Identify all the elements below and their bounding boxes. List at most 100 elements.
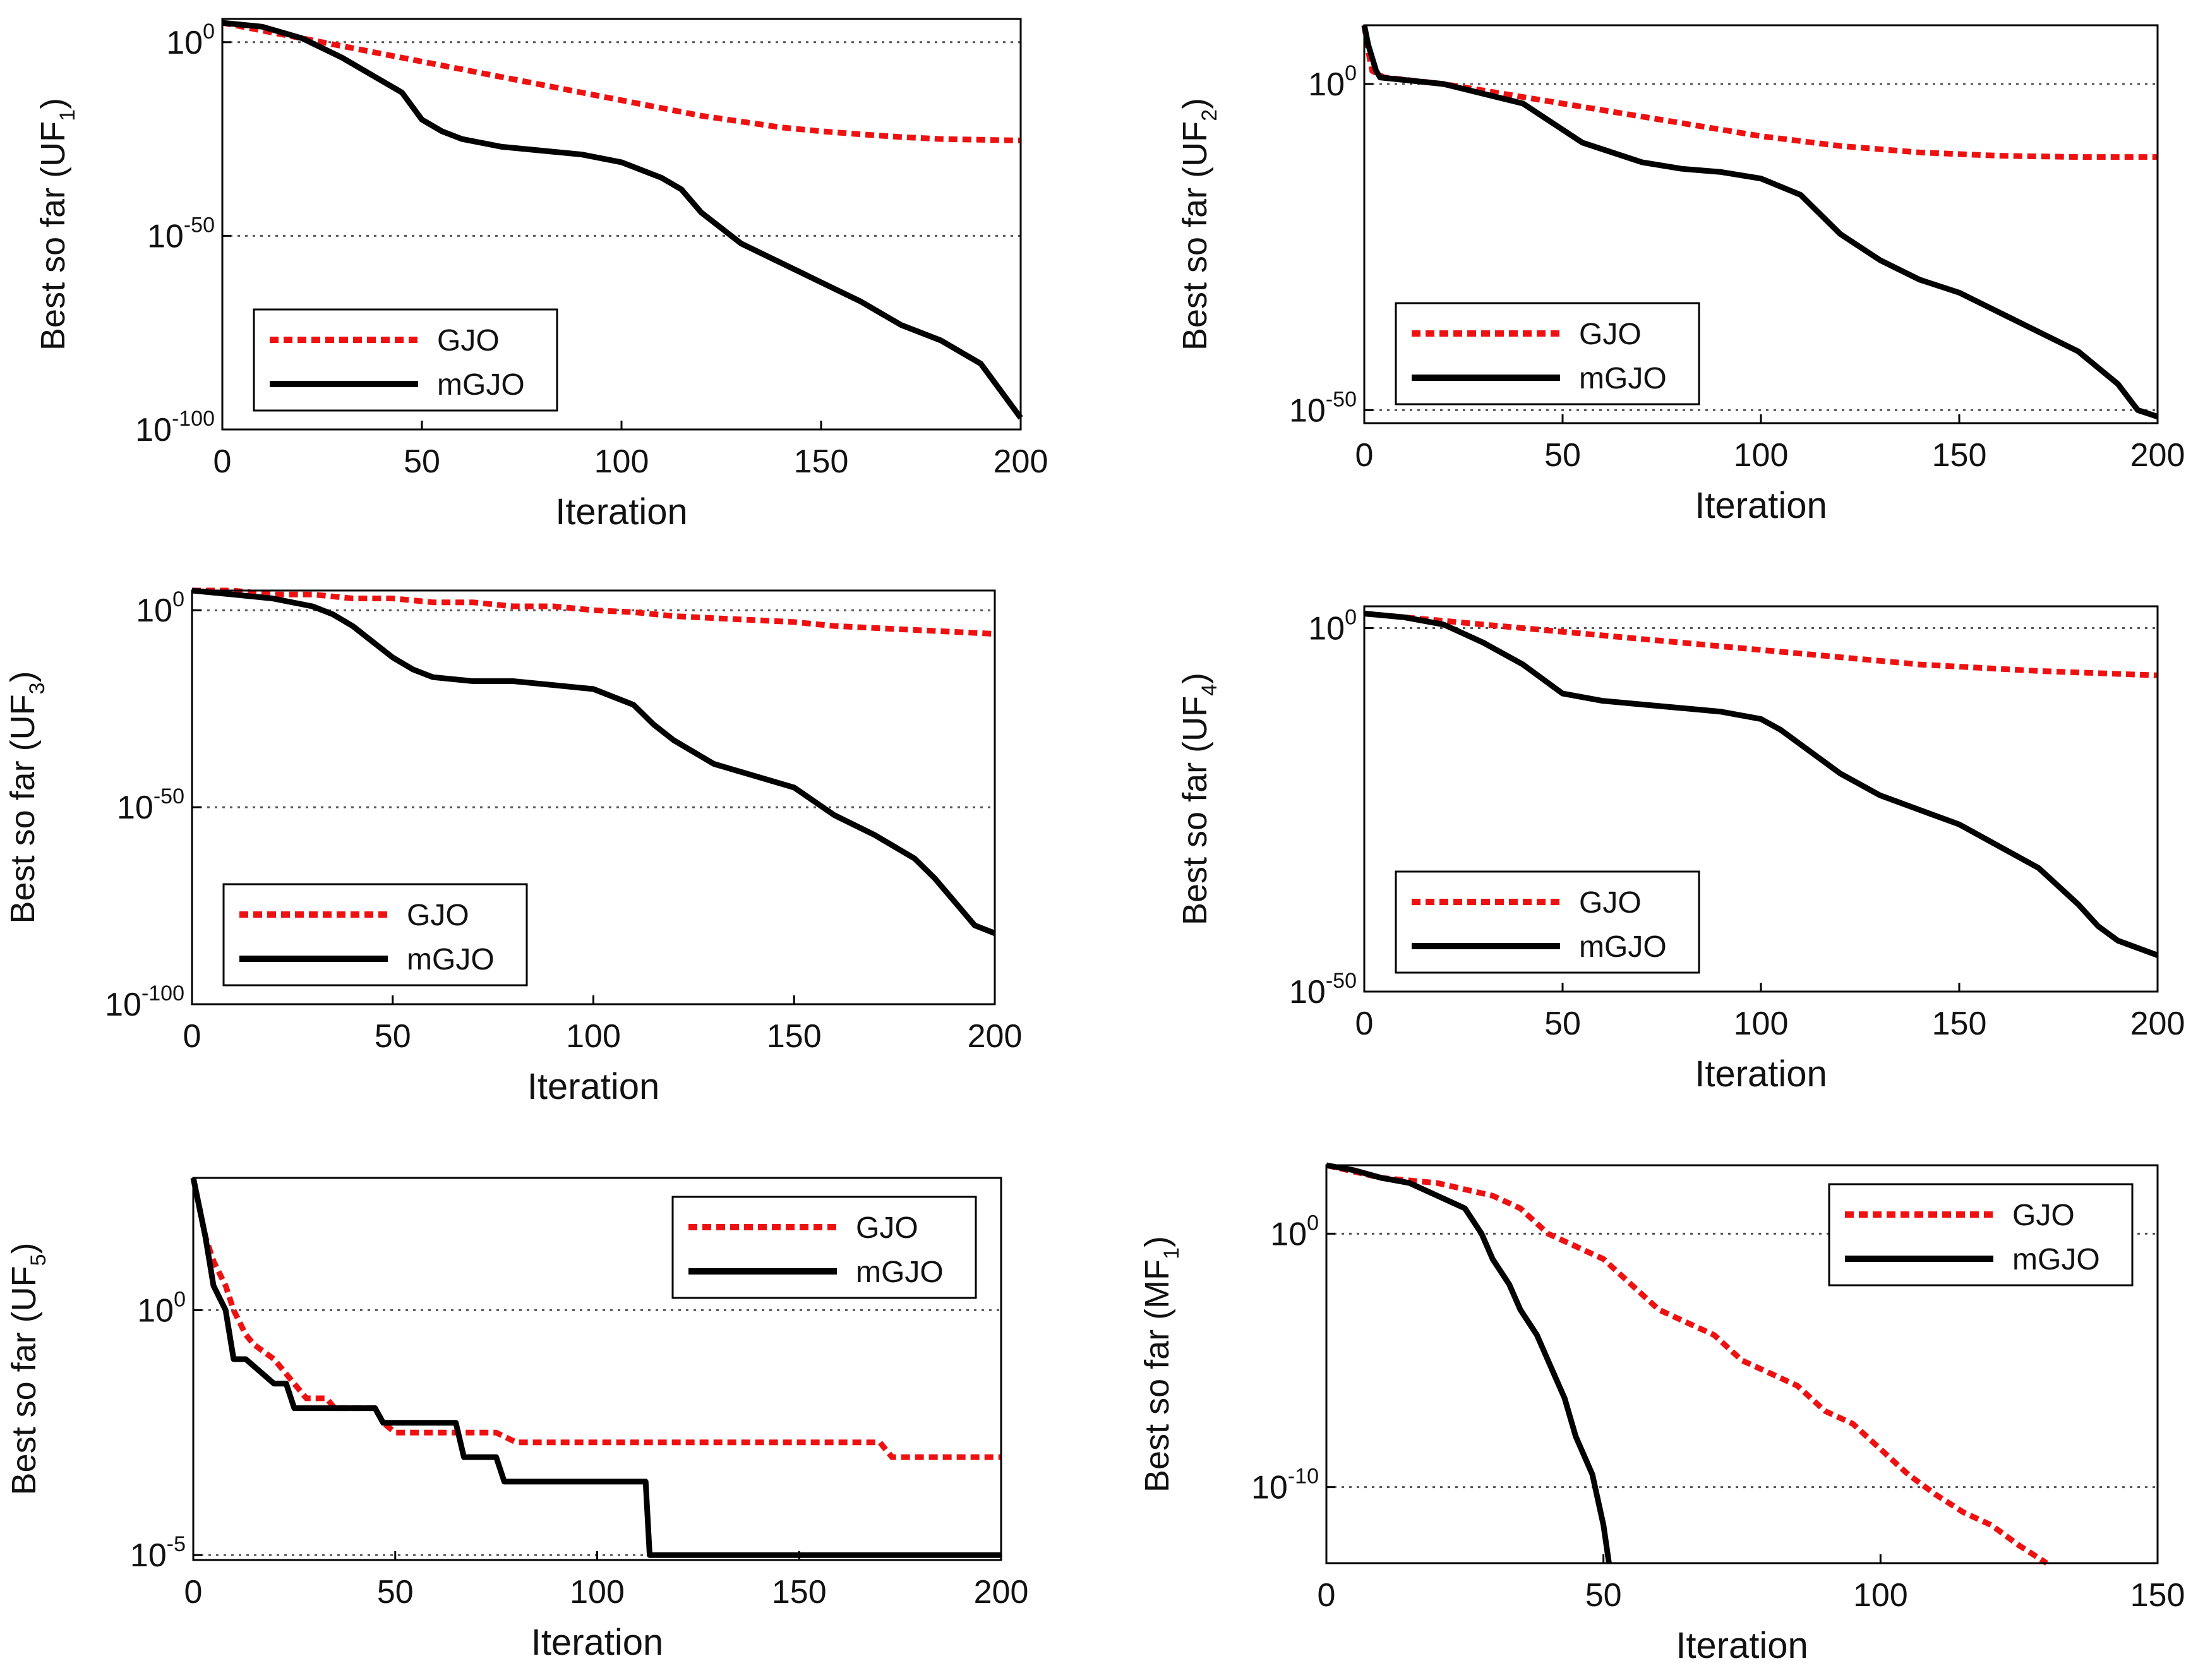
x-tick-label: 0: [183, 1018, 201, 1055]
x-tick-label: 50: [375, 1018, 411, 1055]
gjo-series-line: [1325, 1162, 2048, 1566]
x-axis-label: Iteration: [1676, 1625, 1808, 1666]
gjo-legend-label: GJO: [856, 1211, 918, 1245]
y-tick-base: 10: [166, 25, 203, 61]
x-axis-label: Iteration: [531, 1622, 664, 1663]
y-label-prefix: Best so far (UF: [5, 1266, 43, 1495]
y-label-prefix: Best so far (UF: [34, 121, 72, 351]
x-tick-label: 100: [1734, 437, 1789, 474]
legend-box: [1395, 870, 1700, 974]
gjo-legend-label: GJO: [1579, 886, 1642, 920]
x-tick-label: 100: [570, 1574, 625, 1611]
x-tick-label: 0: [1355, 1005, 1374, 1042]
y-tick-base: 10: [1289, 974, 1326, 1011]
x-tick-label: 0: [1355, 437, 1374, 474]
y-tick-label: 10-50: [147, 213, 215, 255]
x-tick-label: 50: [377, 1574, 414, 1611]
mgjo-legend-label: mGJO: [856, 1256, 944, 1289]
x-tick-label: 200: [974, 1574, 1029, 1611]
y-label-subscript: 3: [25, 682, 49, 694]
y-axis-label: Best so far (UF1): [34, 98, 80, 351]
gjo-legend-label: GJO: [1579, 318, 1642, 351]
y-label-prefix: Best so far (UF: [1176, 696, 1214, 925]
y-tick-label: 100: [1308, 606, 1357, 647]
gjo-series-line: [1364, 611, 2158, 678]
x-tick-label: 150: [2130, 1577, 2185, 1614]
y-tick-exponent: 0: [1345, 61, 1357, 85]
y-tick-base: 10: [1308, 611, 1345, 647]
y-tick-base: 10: [117, 789, 153, 826]
mgjo-series-line: [1361, 25, 2159, 419]
mgjo-legend-label: mGJO: [2012, 1243, 2100, 1276]
y-tick-label: 10-50: [1289, 969, 1357, 1011]
legend-box: [1828, 1183, 2134, 1287]
y-tick-exponent: -100: [172, 407, 215, 431]
y-tick-base: 10: [130, 1537, 167, 1574]
x-tick-label: 100: [594, 443, 649, 480]
y-axis-label: Best so far (UF3): [4, 671, 49, 924]
y-tick-base: 10: [1308, 66, 1345, 103]
y-tick-base: 10: [135, 412, 172, 448]
y-tick-base: 10: [1251, 1470, 1288, 1506]
y-tick-label: 10-10: [1251, 1465, 1319, 1506]
y-tick-label: 100: [137, 1287, 186, 1329]
legend-box: [222, 883, 528, 987]
y-tick-base: 10: [105, 987, 141, 1023]
y-label-close: ): [34, 98, 72, 109]
y-tick-base: 10: [137, 1292, 174, 1329]
axes-box: [1325, 1164, 2159, 1564]
x-tick-label: 50: [1544, 437, 1581, 474]
y-tick-exponent: -50: [1326, 387, 1357, 411]
x-tick-label: 0: [184, 1574, 203, 1611]
mgjo-legend-label: mGJO: [437, 368, 525, 402]
x-tick-label: 100: [1734, 1005, 1789, 1042]
legend: GJO mGJO: [253, 308, 558, 412]
y-tick-label: 10-50: [1289, 387, 1357, 429]
x-tick-label: 150: [767, 1018, 822, 1055]
x-tick-label: 50: [1544, 1005, 1581, 1042]
y-tick-base: 10: [1289, 392, 1326, 429]
legend: GJO mGJO: [222, 883, 528, 987]
y-tick-exponent: 0: [172, 587, 184, 611]
mgjo-legend-label: mGJO: [1579, 362, 1667, 395]
x-axis-label: Iteration: [527, 1066, 660, 1107]
y-axis-label: Best so far (MF1): [1138, 1236, 1184, 1492]
y-label-close: ): [4, 671, 42, 683]
y-label-subscript: 1: [56, 109, 80, 121]
y-label-prefix: Best so far (UF: [4, 694, 42, 923]
x-tick-label: 200: [2130, 437, 2185, 474]
x-tick-label: 200: [2130, 1005, 2185, 1042]
legend: GJO mGJO: [1395, 870, 1700, 974]
mgjo-series-line: [222, 20, 1023, 420]
y-tick-label: 10-100: [135, 407, 215, 448]
gjo-legend-label: GJO: [407, 899, 469, 932]
x-tick-label: 100: [566, 1018, 621, 1055]
y-tick-exponent: 0: [1307, 1211, 1319, 1235]
legend: GJO mGJO: [671, 1196, 977, 1299]
legend-box: [253, 308, 558, 412]
y-tick-exponent: -5: [167, 1532, 186, 1556]
y-tick-exponent: 0: [174, 1287, 186, 1311]
y-label-subscript: 1: [1160, 1247, 1184, 1259]
y-tick-exponent: -50: [184, 213, 215, 237]
y-tick-exponent: 0: [203, 20, 215, 44]
y-label-close: ): [1176, 98, 1214, 109]
y-tick-label: 100: [1308, 61, 1357, 103]
y-tick-label: 10-5: [130, 1532, 186, 1574]
y-tick-base: 10: [147, 218, 184, 255]
gjo-legend-label: GJO: [2012, 1199, 2075, 1232]
y-tick-label: 10-100: [105, 981, 184, 1023]
mgjo-legend-label: mGJO: [1579, 930, 1667, 964]
y-tick-label: 100: [136, 587, 184, 629]
x-tick-label: 50: [404, 443, 440, 480]
mgjo-legend-label: mGJO: [407, 943, 495, 976]
chart-panel-3: 0 50 100 150 20010010-5010-100IterationBest …: [4, 587, 1022, 1107]
x-tick-label: 0: [213, 443, 232, 480]
x-axis-label: Iteration: [1695, 1053, 1827, 1095]
mgjo-series-line: [191, 587, 996, 936]
mgjo-series-line: [190, 1177, 1001, 1558]
gjo-series-line: [192, 587, 995, 637]
